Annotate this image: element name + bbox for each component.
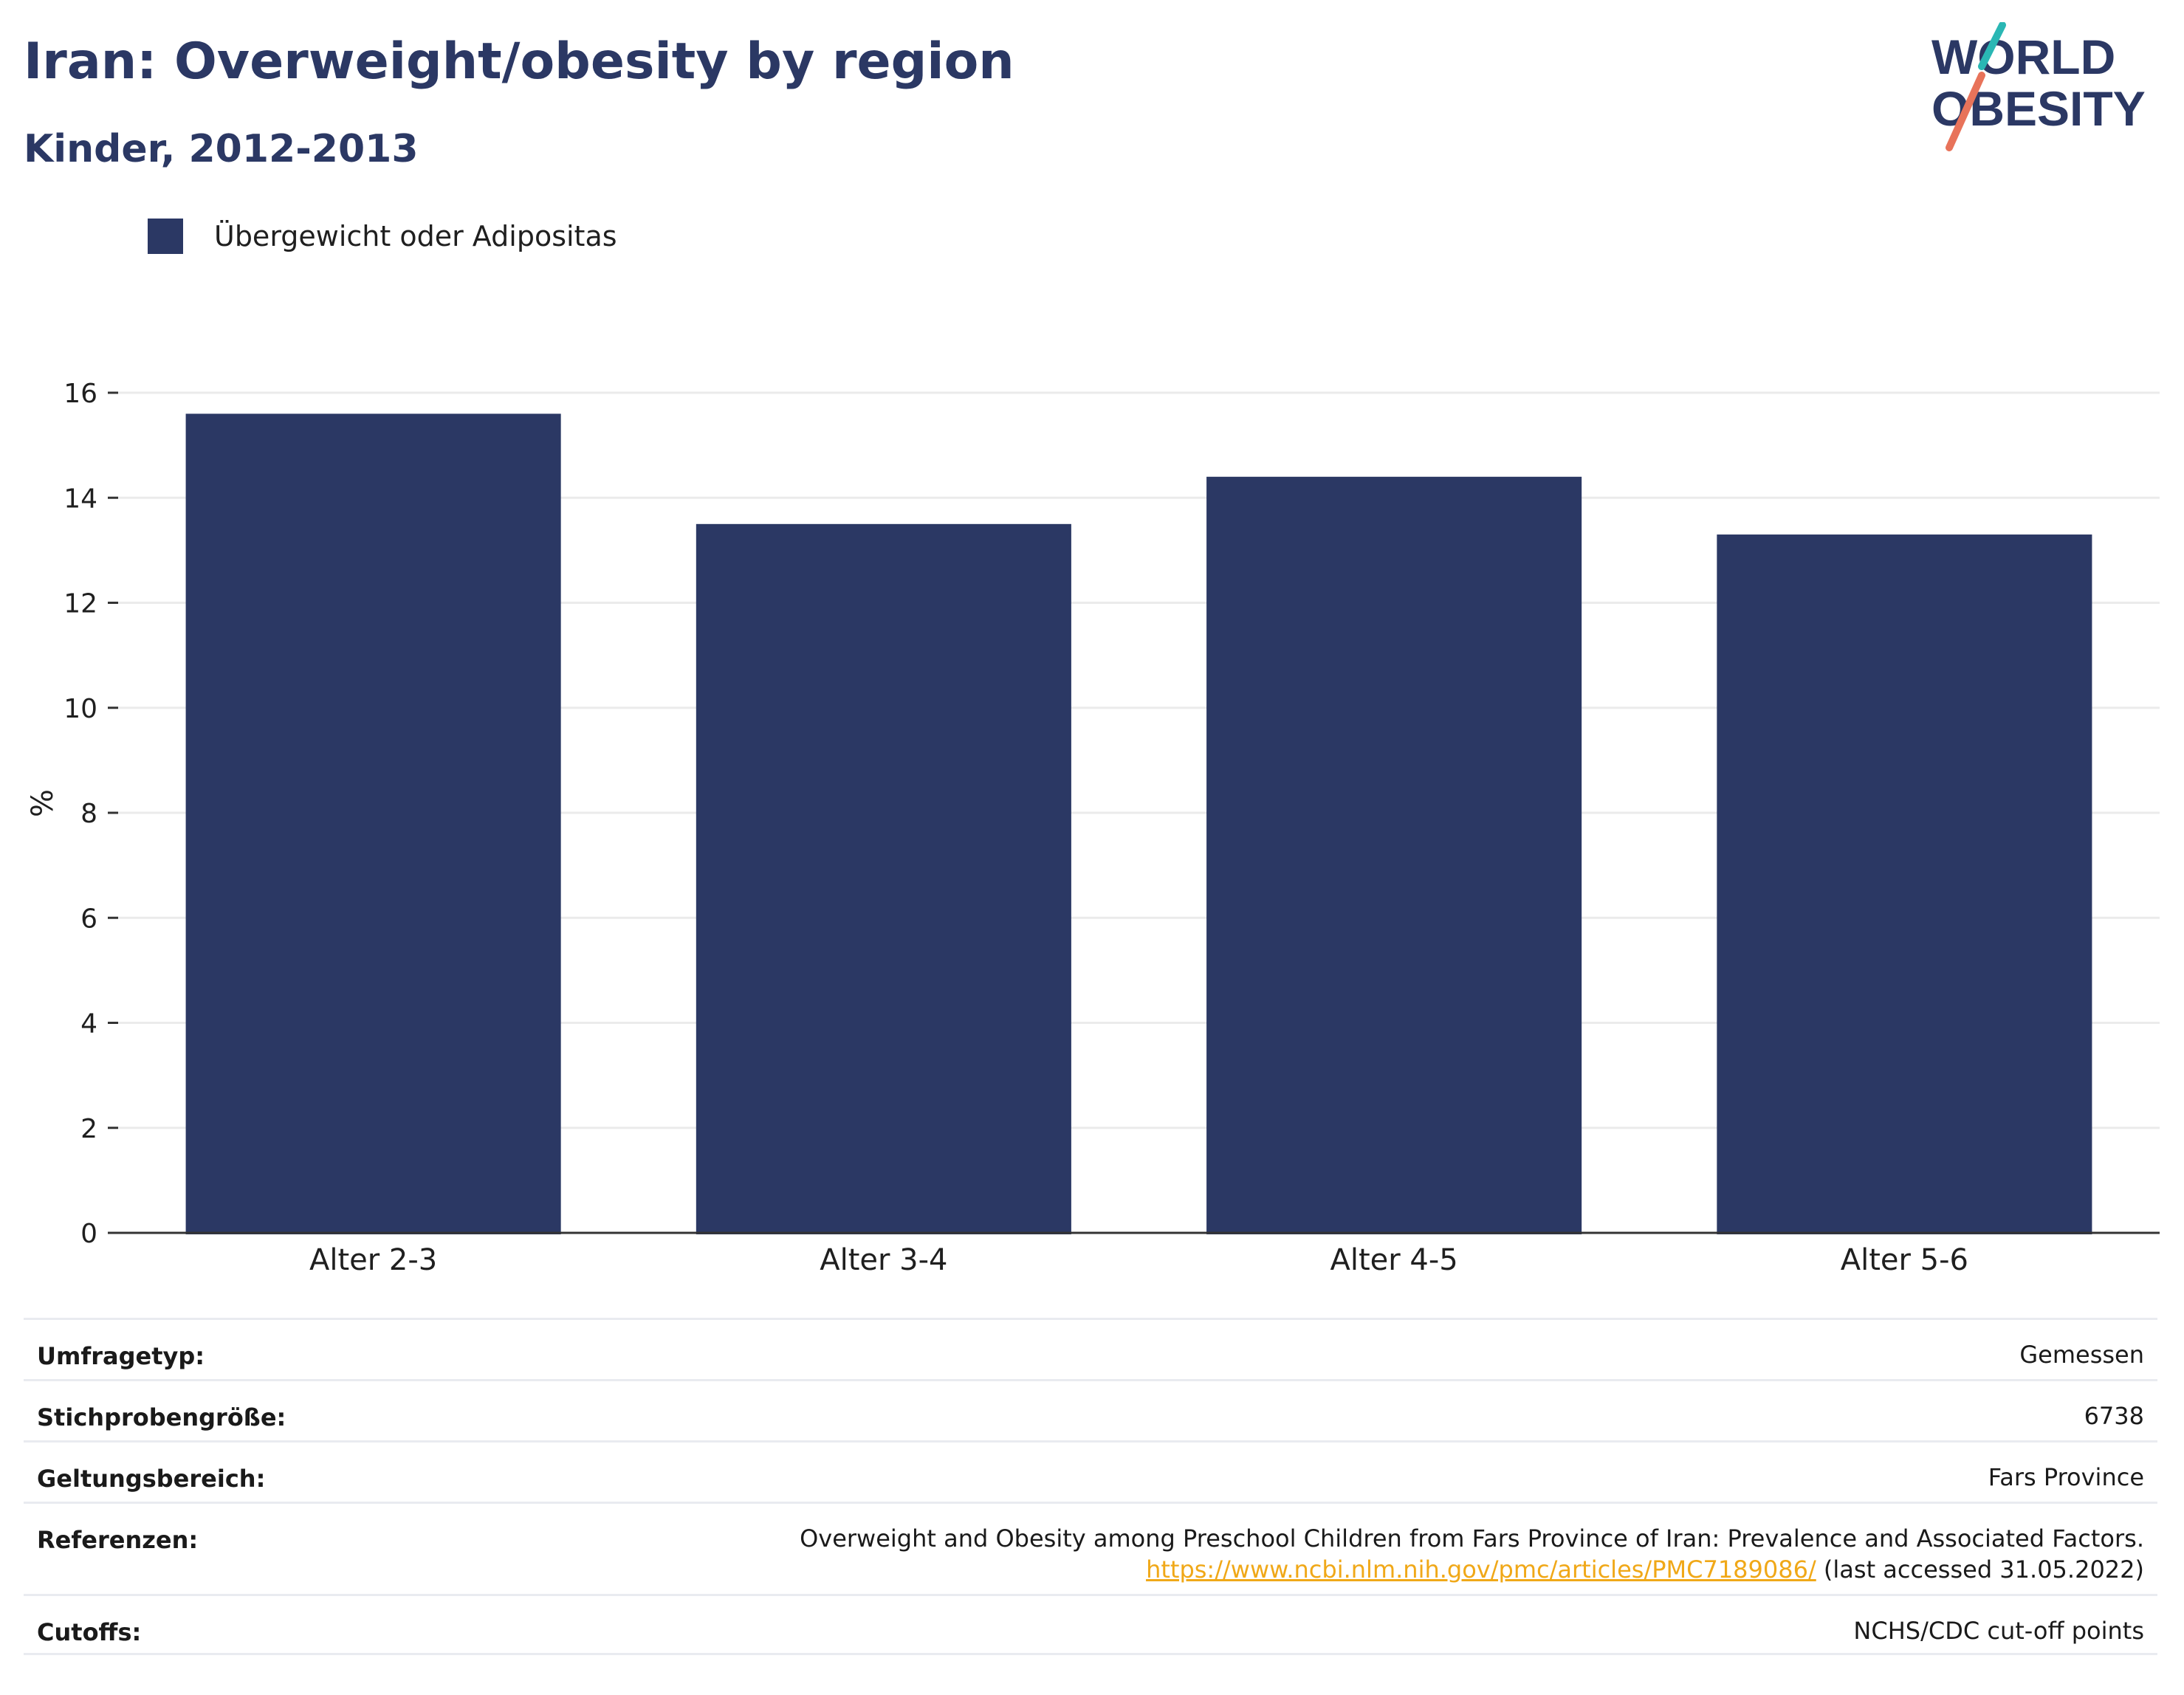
chart-legend[interactable]: Übergewicht oder Adipositas <box>148 219 617 254</box>
logo-text-world: WORLD <box>1931 30 2115 84</box>
meta-value-cutoffs: NCHS/CDC cut-off points <box>1853 1617 2144 1645</box>
x-tick-label: Alter 2-3 <box>309 1243 437 1277</box>
meta-row-coverage: Geltungsbereich: Fars Province <box>24 1440 2157 1502</box>
metadata-table: Umfragetyp: Gemessen Stichprobengröße: 6… <box>24 1318 2157 1655</box>
y-tick-label: 8 <box>80 799 97 829</box>
reference-accessed: (last accessed 31.05.2022) <box>1816 1555 2144 1584</box>
bar <box>1717 534 2092 1234</box>
meta-value-coverage: Fars Province <box>1988 1463 2144 1491</box>
meta-row-sample-size: Stichprobengröße: 6738 <box>24 1379 2157 1440</box>
meta-value-survey-type: Gemessen <box>2019 1341 2144 1369</box>
reference-text: Overweight and Obesity among Preschool C… <box>800 1524 2144 1553</box>
legend-swatch <box>148 219 183 254</box>
meta-row-cutoffs: Cutoffs: NCHS/CDC cut-off points <box>24 1594 2157 1655</box>
reference-link[interactable]: https://www.ncbi.nlm.nih.gov/pmc/article… <box>1146 1555 1816 1584</box>
y-tick-label: 10 <box>63 694 97 724</box>
meta-key-coverage: Geltungsbereich: <box>37 1465 266 1493</box>
y-tick-label: 12 <box>63 589 97 619</box>
meta-key-cutoffs: Cutoffs: <box>37 1618 142 1646</box>
y-tick-label: 2 <box>80 1114 97 1144</box>
y-tick-label: 16 <box>63 379 97 409</box>
x-tick-label: Alter 3-4 <box>820 1243 947 1277</box>
meta-key-survey-type: Umfragetyp: <box>37 1342 205 1370</box>
bar-chart: 0 2 4 6 8 10 12 14 16 Alter 2-3 Alter 3-4 Alter 4-5… <box>63 379 2160 1277</box>
meta-row-survey-type: Umfragetyp: Gemessen <box>24 1318 2157 1379</box>
bar <box>185 413 561 1235</box>
meta-row-references: Referenzen: Overweight and Obesity among… <box>24 1502 2157 1594</box>
x-tick-label: Alter 5-6 <box>1841 1243 1968 1277</box>
bar <box>696 523 1071 1234</box>
world-obesity-logo: WORLD OBESITY <box>1931 22 2146 151</box>
chart-subtitle: Kinder, 2012-2013 <box>24 127 419 171</box>
meta-value-sample-size: 6738 <box>2084 1402 2144 1430</box>
y-tick-label: 14 <box>63 484 97 514</box>
y-tick-label: 6 <box>80 904 97 934</box>
y-tick-label: 0 <box>80 1219 97 1249</box>
y-tick-label: 4 <box>80 1009 97 1039</box>
chart-title: Iran: Overweight/obesity by region <box>24 32 1014 91</box>
x-tick-label: Alter 4-5 <box>1330 1243 1457 1277</box>
logo-teal-stroke <box>1978 22 2006 70</box>
meta-value-references: Overweight and Obesity among Preschool C… <box>800 1523 2144 1585</box>
logo-coral-stroke <box>1946 72 1985 151</box>
bar <box>1206 476 1582 1234</box>
meta-key-sample-size: Stichprobengröße: <box>37 1403 286 1431</box>
legend-label: Übergewicht oder Adipositas <box>214 220 617 252</box>
meta-key-references: Referenzen: <box>37 1526 199 1554</box>
